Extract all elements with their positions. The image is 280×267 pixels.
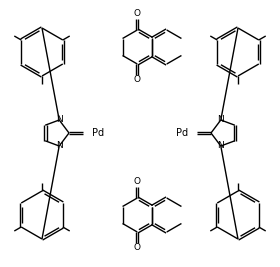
Text: O: O xyxy=(134,178,141,187)
Text: N: N xyxy=(218,142,224,151)
Text: N: N xyxy=(218,116,224,124)
Text: N: N xyxy=(56,116,62,124)
Text: Pd: Pd xyxy=(92,128,104,138)
Text: N: N xyxy=(56,142,62,151)
Text: O: O xyxy=(134,10,141,18)
Text: Pd: Pd xyxy=(176,128,188,138)
Text: O: O xyxy=(134,76,141,84)
Text: O: O xyxy=(134,244,141,253)
